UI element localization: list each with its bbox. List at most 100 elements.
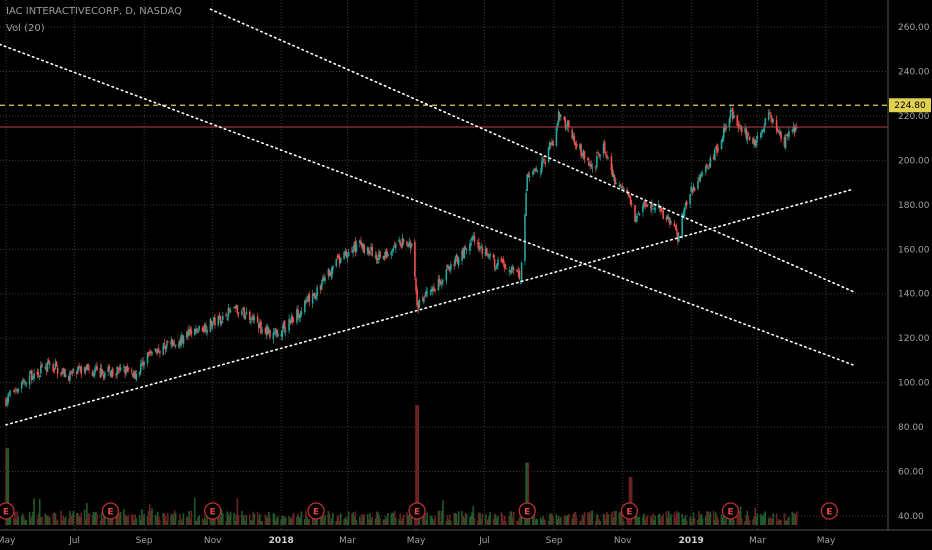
volume-bar	[77, 512, 79, 525]
earnings-marker[interactable]: E	[0, 502, 15, 520]
candle-body	[689, 194, 691, 205]
candle-body	[366, 247, 369, 254]
candle-body	[654, 208, 657, 210]
candle-body	[61, 370, 63, 374]
earnings-marker[interactable]: E	[820, 502, 839, 520]
candle-body	[308, 294, 311, 302]
candle-body	[548, 143, 551, 150]
volume-bar	[188, 511, 190, 525]
volume-bar	[391, 512, 394, 525]
volume-bar	[352, 512, 354, 525]
volume-bar	[591, 510, 594, 525]
candle-body	[610, 156, 613, 171]
volume-bar	[275, 517, 278, 525]
candle-body	[740, 127, 743, 133]
earnings-marker[interactable]: E	[518, 502, 536, 520]
volume-bar	[524, 519, 526, 525]
candle-body	[54, 363, 57, 370]
candle-body	[319, 285, 322, 290]
candle-body	[172, 342, 175, 344]
channel-lower-trendline[interactable]	[0, 9, 854, 366]
volume-bar	[52, 513, 54, 525]
earnings-marker[interactable]: E	[307, 502, 325, 520]
volume-bar	[745, 514, 748, 525]
volume-bar	[754, 507, 757, 525]
volume-bar	[196, 520, 198, 525]
candle-body	[653, 207, 655, 210]
chart-overlays: 224.80	[0, 8, 931, 426]
candle-body	[133, 371, 135, 378]
volume-bar	[141, 509, 143, 525]
volume-bar	[693, 518, 696, 525]
volume-bar	[571, 518, 573, 525]
price-axis[interactable]: 40.00 60.00 80.00 100.00 120.00 140.00 160.00 1…	[887, 0, 930, 530]
volume-indicator-label[interactable]: Vol (20)	[6, 23, 45, 34]
volume-bar	[252, 511, 254, 525]
volume-bar	[131, 514, 133, 525]
volume-bar	[273, 514, 276, 525]
volume-bar	[700, 513, 703, 525]
volume-bar	[676, 512, 679, 525]
volume-bar	[165, 521, 168, 525]
volume-bar	[332, 512, 334, 525]
volume-bar	[407, 515, 409, 525]
volume-bar	[534, 520, 536, 525]
candle-body	[154, 348, 157, 351]
support-trendline[interactable]	[5, 188, 854, 426]
earnings-marker[interactable]: E	[408, 502, 426, 520]
candle-body	[379, 251, 381, 258]
volume-bar	[214, 514, 216, 525]
volume-bar	[8, 515, 11, 525]
volume-bar	[615, 510, 617, 525]
candle-body	[699, 175, 701, 182]
earnings-marker[interactable]: E	[204, 502, 222, 520]
volume-bar	[776, 521, 779, 525]
candle-body	[497, 259, 499, 266]
candle-body	[549, 142, 552, 145]
volume-bar	[406, 512, 408, 525]
candle-body	[400, 245, 403, 248]
time-axis[interactable]: May Jul Sep Nov 2018 Mar May Jul Sep Nov 2019 Mar Ma…	[0, 529, 932, 546]
earnings-marker[interactable]: E	[721, 502, 740, 520]
symbol-title[interactable]: IAC INTERACTIVECORP, D, NASDAQ	[6, 6, 183, 17]
volume-bar	[229, 511, 232, 525]
candle-body	[68, 376, 70, 382]
candle-body	[157, 348, 160, 350]
candle-body	[463, 246, 466, 259]
volume-bar	[438, 510, 441, 525]
channel-upper-trendline[interactable]	[209, 8, 854, 293]
volume-bar	[88, 513, 90, 525]
volume-bar	[117, 512, 120, 525]
candle-body	[667, 217, 670, 219]
candle-body	[557, 111, 560, 123]
volume-bar	[644, 519, 646, 525]
earnings-marker[interactable]: E	[620, 502, 639, 520]
candle-body	[211, 322, 214, 326]
candle-body	[72, 369, 75, 372]
volume-bar	[99, 520, 102, 525]
candle-body	[762, 130, 764, 132]
volume-bar	[722, 508, 725, 525]
volume-bar	[740, 518, 743, 525]
volume-bar	[682, 519, 685, 525]
candle-body	[385, 250, 388, 258]
volume-bar	[6, 448, 8, 525]
candle-body	[669, 218, 671, 225]
earnings-marker[interactable]: E	[101, 502, 120, 520]
candle-body	[461, 250, 463, 261]
candle-body	[690, 186, 693, 193]
volume-bar	[421, 512, 424, 525]
candle-body	[779, 130, 781, 136]
candle-body	[235, 306, 238, 309]
candle-body	[174, 344, 177, 347]
volume-bar	[470, 515, 472, 525]
candle-body	[637, 212, 640, 215]
volume-bar	[146, 515, 149, 525]
volume-bar	[775, 513, 778, 525]
candle-body	[746, 134, 749, 140]
volume-bar	[717, 518, 719, 525]
volume-bar	[434, 515, 436, 525]
candle-body	[345, 250, 348, 257]
candle-body	[33, 373, 35, 379]
